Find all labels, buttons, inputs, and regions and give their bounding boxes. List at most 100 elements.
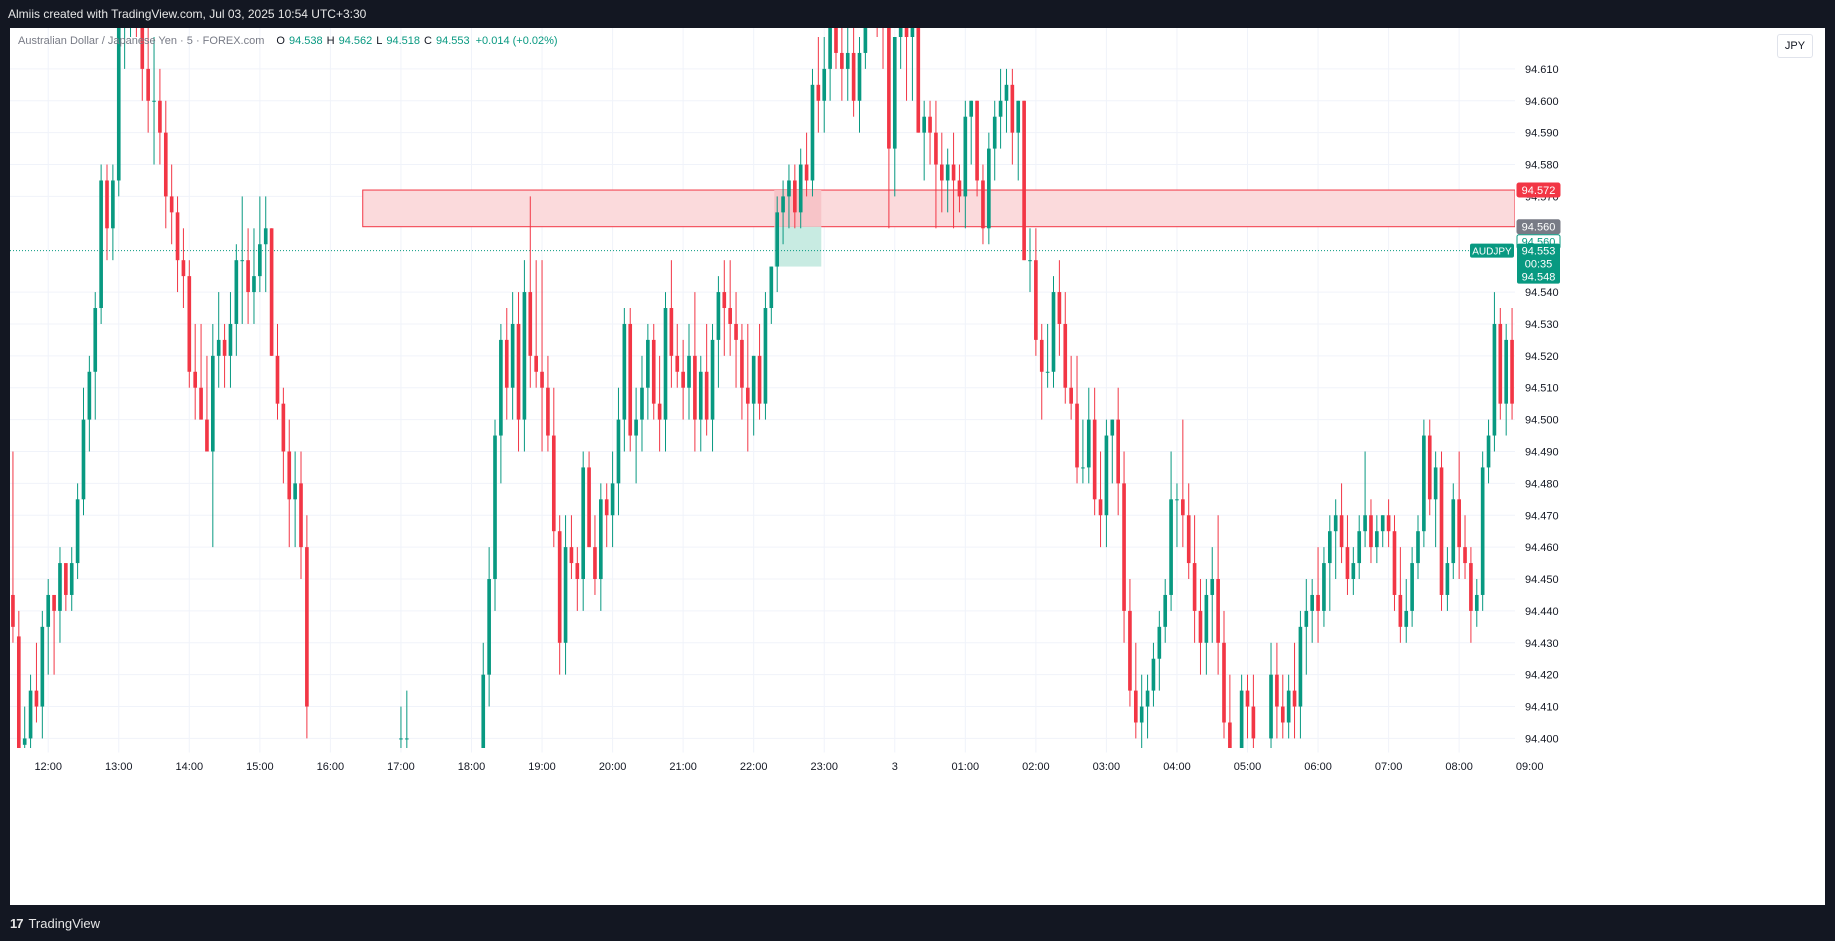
candle[interactable] — [1051, 276, 1056, 388]
candle[interactable] — [1398, 547, 1403, 643]
currency-button[interactable]: JPY — [1777, 34, 1813, 58]
candle[interactable] — [22, 706, 27, 748]
candle[interactable] — [1034, 228, 1038, 356]
candle[interactable] — [1204, 579, 1209, 675]
candle[interactable] — [46, 579, 51, 675]
candle[interactable] — [551, 387, 556, 548]
candle[interactable] — [793, 164, 797, 229]
candle[interactable] — [593, 515, 597, 595]
candle[interactable] — [1122, 451, 1126, 643]
candle[interactable] — [1163, 579, 1168, 643]
candle[interactable] — [1275, 642, 1279, 739]
candle[interactable] — [769, 266, 774, 324]
candle[interactable] — [1304, 579, 1309, 675]
candle[interactable] — [1457, 451, 1461, 580]
candle[interactable] — [734, 292, 738, 388]
candle[interactable] — [1339, 483, 1344, 564]
candle[interactable] — [1186, 483, 1191, 580]
candle[interactable] — [851, 28, 856, 117]
candle[interactable] — [810, 68, 815, 197]
candle[interactable] — [1098, 451, 1103, 548]
candle[interactable] — [187, 260, 192, 388]
candle[interactable] — [34, 642, 39, 723]
candle[interactable] — [745, 323, 750, 452]
candle[interactable] — [169, 164, 174, 245]
candle[interactable] — [875, 28, 879, 37]
candlestick-chart[interactable]: 94.61094.60094.59094.58094.57094.54094.5… — [10, 28, 1825, 905]
candle[interactable] — [28, 674, 33, 748]
candle[interactable] — [816, 37, 821, 133]
candle[interactable] — [857, 37, 862, 133]
candle[interactable] — [687, 323, 691, 420]
candle[interactable] — [828, 28, 832, 101]
candle[interactable] — [904, 28, 909, 101]
candle[interactable] — [1439, 451, 1444, 611]
candle[interactable] — [781, 180, 785, 245]
candle[interactable] — [951, 132, 956, 229]
candle[interactable] — [604, 483, 609, 548]
candle[interactable] — [269, 228, 274, 356]
candle[interactable] — [751, 355, 756, 436]
candle[interactable] — [140, 28, 145, 101]
candle[interactable] — [1145, 674, 1150, 739]
candle[interactable] — [657, 355, 662, 452]
candle[interactable] — [1327, 515, 1332, 611]
candle[interactable] — [516, 292, 521, 452]
candle[interactable] — [105, 164, 109, 261]
candle[interactable] — [1022, 100, 1026, 261]
candle[interactable] — [1316, 547, 1320, 643]
candle[interactable] — [775, 196, 780, 293]
candle[interactable] — [69, 547, 74, 611]
candle[interactable] — [587, 451, 591, 548]
candle[interactable] — [405, 690, 409, 748]
candle[interactable] — [681, 339, 685, 420]
candle[interactable] — [945, 148, 950, 213]
candle[interactable] — [1427, 419, 1432, 516]
candle[interactable] — [1057, 260, 1062, 356]
candle[interactable] — [916, 28, 921, 133]
candle[interactable] — [275, 323, 280, 420]
candle[interactable] — [728, 260, 732, 356]
candle[interactable] — [152, 37, 156, 165]
tradingview-logo[interactable]: 17 TradingView — [10, 916, 100, 931]
candle[interactable] — [663, 292, 668, 452]
candle[interactable] — [1369, 499, 1373, 564]
price-marker-gray[interactable]: 94.560 — [1516, 219, 1561, 235]
candle[interactable] — [1016, 100, 1021, 181]
candle[interactable] — [81, 387, 86, 516]
candle[interactable] — [11, 451, 15, 643]
candle[interactable] — [634, 387, 638, 484]
candle[interactable] — [1216, 515, 1220, 675]
candle[interactable] — [493, 419, 497, 611]
candle[interactable] — [193, 323, 198, 420]
candle[interactable] — [299, 451, 303, 580]
candle[interactable] — [52, 594, 56, 675]
candle[interactable] — [1063, 292, 1068, 404]
candle[interactable] — [693, 292, 697, 452]
candle[interactable] — [222, 323, 227, 388]
candle[interactable] — [628, 308, 633, 452]
candle[interactable] — [240, 196, 245, 324]
candle[interactable] — [205, 355, 209, 452]
candle[interactable] — [934, 100, 938, 229]
candle[interactable] — [798, 148, 803, 229]
candle[interactable] — [1010, 68, 1015, 165]
candle[interactable] — [704, 323, 709, 436]
candle[interactable] — [1239, 674, 1244, 748]
candle[interactable] — [64, 563, 68, 611]
candle[interactable] — [963, 100, 968, 229]
candle[interactable] — [1510, 308, 1514, 420]
candle[interactable] — [1292, 642, 1297, 739]
candle[interactable] — [581, 451, 586, 611]
candle[interactable] — [669, 260, 674, 388]
candle[interactable] — [740, 323, 744, 420]
candle[interactable] — [1133, 642, 1138, 739]
candle[interactable] — [1469, 547, 1473, 643]
candle[interactable] — [698, 355, 703, 452]
candle[interactable] — [1310, 579, 1315, 643]
candle[interactable] — [981, 164, 985, 245]
candle[interactable] — [804, 132, 809, 197]
candle[interactable] — [1169, 451, 1173, 611]
candle[interactable] — [158, 68, 162, 165]
